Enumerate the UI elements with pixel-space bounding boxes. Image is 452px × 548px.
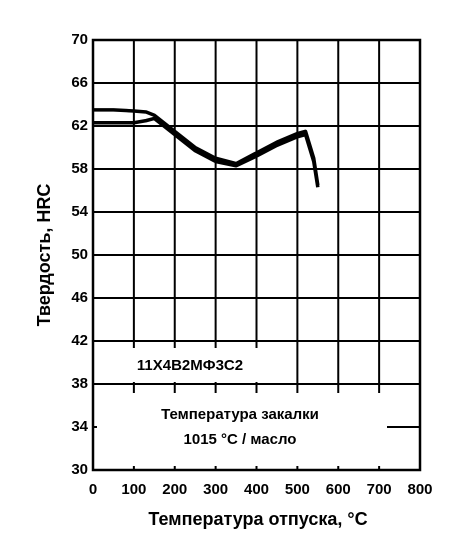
annotation: 11Х4В2МФ3С2 <box>137 357 243 374</box>
y-tick-label: 50 <box>71 246 88 263</box>
y-tick-label: 58 <box>71 160 88 177</box>
data-line <box>93 108 320 186</box>
y-axis-label: Твердость, HRC <box>34 184 54 327</box>
y-tick-label: 34 <box>71 418 88 435</box>
x-tick-label: 100 <box>121 481 146 498</box>
plot-frame <box>91 38 422 472</box>
x-tick-label: 300 <box>203 481 228 498</box>
x-tick-label: 800 <box>407 481 432 498</box>
x-tick-label: 400 <box>244 481 269 498</box>
x-tick-label: 700 <box>367 481 392 498</box>
y-tick-label: 66 <box>71 74 88 91</box>
y-tick-label: 46 <box>71 289 88 306</box>
y-tick-label: 38 <box>71 375 88 392</box>
annotation: Температура закалки <box>161 406 319 423</box>
x-tick-label: 0 <box>89 481 97 498</box>
annotation-box <box>97 348 275 382</box>
y-tick-label: 62 <box>71 117 88 134</box>
annotation-box <box>97 393 387 466</box>
y-tick-label: 42 <box>71 332 88 349</box>
data-line <box>93 116 320 188</box>
x-tick-label: 600 <box>326 481 351 498</box>
x-tick-label: 500 <box>285 481 310 498</box>
x-tick-label: 200 <box>162 481 187 498</box>
y-tick-label: 54 <box>71 203 88 220</box>
y-tick-label: 70 <box>71 31 88 48</box>
annotation: 1015 °C / масло <box>184 431 297 448</box>
x-axis-label: Температура отпуска, °C <box>148 509 367 529</box>
y-tick-label: 30 <box>71 461 88 478</box>
